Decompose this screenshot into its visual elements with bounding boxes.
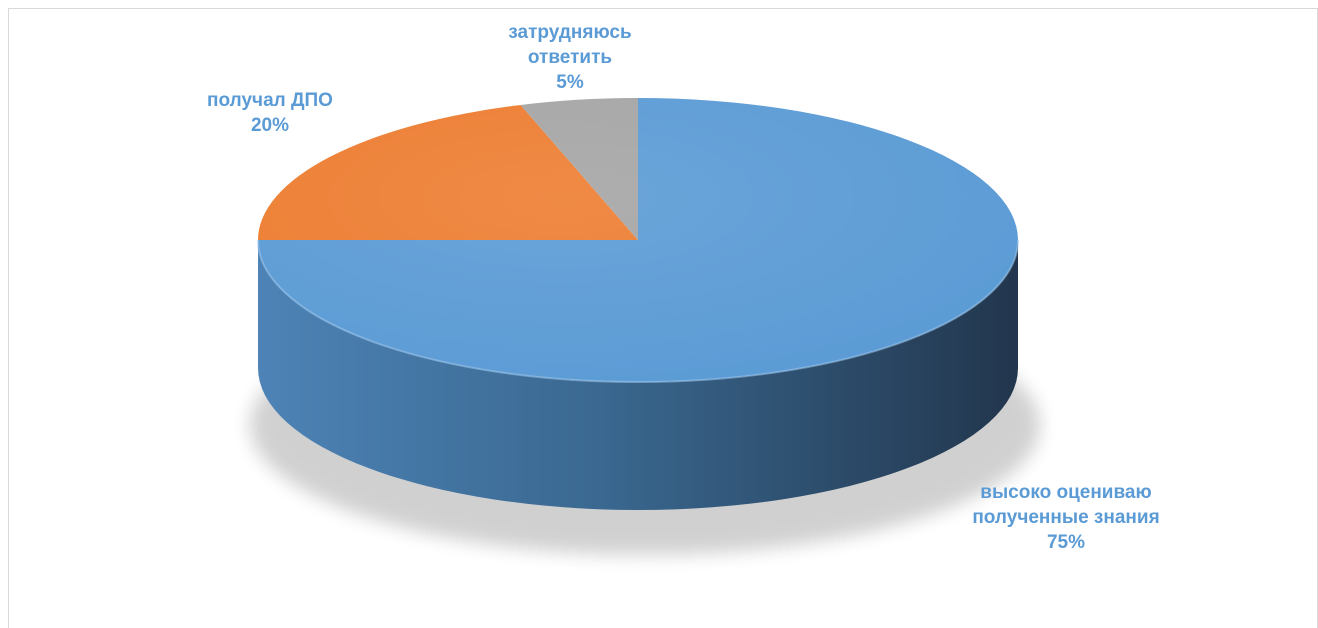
pie-slice-percent: 75%	[1046, 532, 1086, 553]
pie-slice-category: затрудняюсь	[508, 22, 632, 43]
pie-slice-label: высоко оцениваю полученные знания 75%	[972, 480, 1159, 555]
pie-slice-category: полученные знания	[972, 507, 1160, 528]
pie-slice-category: получал ДПО	[207, 90, 333, 111]
pie-slice-percent: 5%	[556, 72, 584, 93]
pie-slice-label: получал ДПО 20%	[207, 88, 333, 138]
pie-slice-side	[258, 240, 1018, 510]
pie-slice-category: высоко оцениваю	[980, 482, 1152, 503]
pie-slice-category: ответить	[527, 47, 613, 68]
pie-slice-label: затрудняюсь ответить 5%	[508, 20, 631, 95]
pie-slice-percent: 20%	[250, 115, 290, 136]
pie-rim-highlight	[257, 239, 1019, 383]
pie-top-highlight	[258, 98, 1018, 382]
